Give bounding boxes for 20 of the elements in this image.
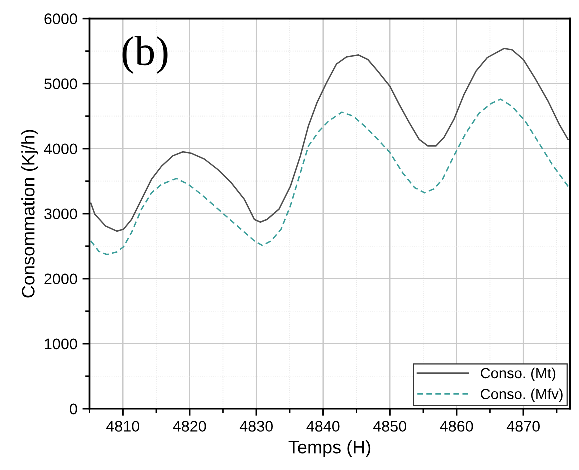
x-tick-label: 4850 <box>373 421 406 432</box>
y-tick-label: 4000 <box>44 144 78 155</box>
y-tick-label: 6000 <box>44 14 78 24</box>
x-tick-label: 4810 <box>106 421 140 432</box>
y-tick-label: 5000 <box>44 78 78 90</box>
y-tick-label: 1000 <box>45 338 78 350</box>
legend-label: Conso. (Mt) <box>481 368 556 382</box>
annotation: (b) <box>122 36 168 74</box>
y-axis-title: Consommation (Kj/h) <box>22 130 38 298</box>
x-tick-label: 4820 <box>173 421 206 432</box>
x-tick-label: 4860 <box>440 421 474 432</box>
y-tick-label: 3000 <box>44 208 78 220</box>
line-series <box>90 98 570 256</box>
x-axis-title: Temps (H) <box>288 440 371 458</box>
legend-label: Conso. (Mfv) <box>481 388 563 402</box>
x-tick-label: 4830 <box>240 421 274 432</box>
y-tick-label: 0 <box>70 404 78 415</box>
x-tick-label: 4840 <box>306 421 340 432</box>
y-tick-label: 2000 <box>44 274 78 285</box>
x-tick-label: 4870 <box>506 421 540 432</box>
